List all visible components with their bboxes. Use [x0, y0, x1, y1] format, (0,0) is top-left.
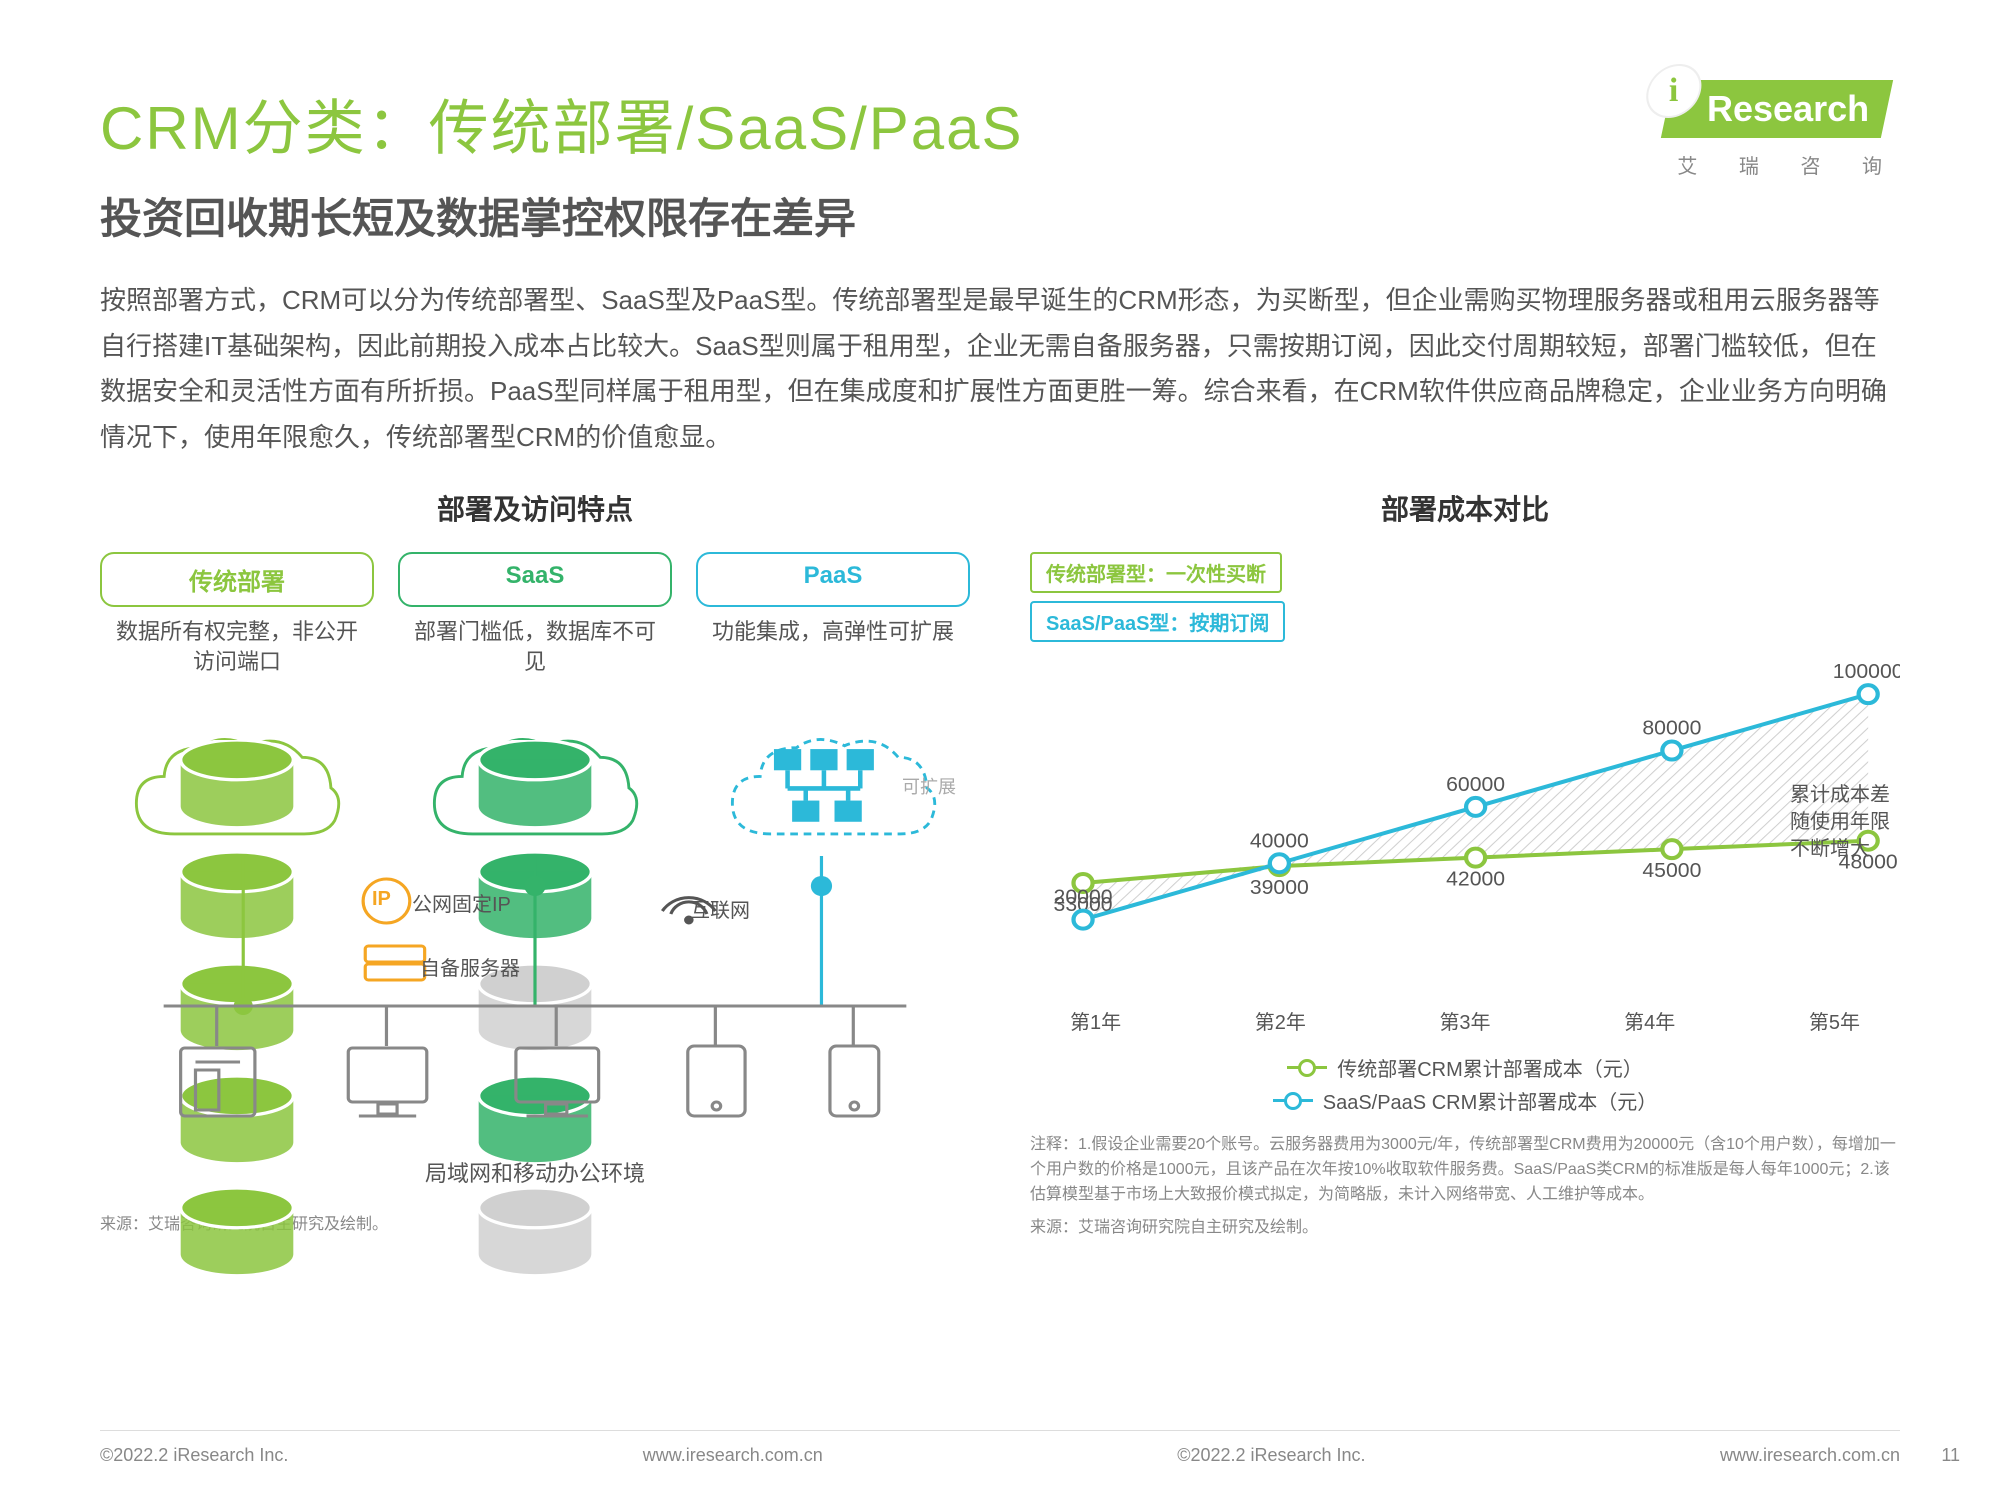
deployment-descs: 数据所有权完整，非公开访问端口部署门槛低，数据库不可见功能集成，高弹性可扩展: [100, 617, 970, 676]
deployment-desc: 数据所有权完整，非公开访问端口: [100, 617, 374, 676]
brand-name: Research: [1707, 88, 1869, 130]
cloud-item: 可扩展: [696, 686, 970, 856]
deployment-tab: PaaS: [696, 552, 970, 607]
page-subtitle: 投资回收期长短及数据掌控权限存在差异: [100, 185, 1900, 246]
cloud-item: [398, 686, 672, 856]
series-legend: 传统部署CRM累计部署成本（元） SaaS/PaaS CRM累计部署成本（元）: [1030, 1053, 1900, 1115]
ip-label: 公网固定IP: [412, 888, 511, 917]
deployment-desc: 功能集成，高弹性可扩展: [696, 617, 970, 676]
series-legend-row: 传统部署CRM累计部署成本（元）: [1030, 1053, 1900, 1082]
network-diagram: IP 公网固定IP 互联网 自备服务器: [100, 856, 970, 1148]
footer-url-2: www.iresearch.com.cn: [1720, 1445, 1900, 1466]
brand-sublabel: 艾 瑞 咨 询: [1667, 150, 1900, 179]
slide: Research 艾 瑞 咨 询 CRM分类：传统部署/SaaS/PaaS 投资…: [0, 0, 2000, 1500]
cost-chart: 3300039000420004500048000200004000060000…: [1030, 646, 1900, 1006]
chart-annotation: 累计成本差随使用年限不断增大: [1790, 782, 1890, 863]
footer-copyright-2: ©2022.2 iResearch Inc.: [1177, 1445, 1365, 1466]
x-tick: 第5年: [1809, 1006, 1860, 1035]
series-legend-row: SaaS/PaaS CRM累计部署成本（元）: [1030, 1086, 1900, 1115]
brand-logo: Research 艾 瑞 咨 询: [1667, 80, 1900, 179]
server-label: 自备服务器: [420, 952, 520, 981]
x-axis-labels: 第1年 第2年 第3年 第4年 第5年: [1030, 1006, 1900, 1035]
cloud-row: 可扩展: [100, 686, 970, 856]
cloud-item: [100, 686, 374, 856]
legend-box: 传统部署型：一次性买断: [1030, 552, 1282, 593]
deployment-tabs: 传统部署 SaaS PaaS: [100, 552, 970, 607]
brand-i-icon: [1644, 66, 1705, 116]
x-tick: 第2年: [1255, 1006, 1306, 1035]
ip-badge: IP: [372, 888, 391, 911]
page-title: CRM分类：传统部署/SaaS/PaaS: [100, 80, 1900, 167]
svg-text:40000: 40000: [1250, 830, 1309, 852]
left-section-title: 部署及访问特点: [100, 488, 970, 528]
wifi-label: 互联网: [690, 894, 750, 923]
legend-box: SaaS/PaaS型：按期订阅: [1030, 601, 1285, 642]
chart-footnote: 注释：1.假设企业需要20个账号。云服务器费用为3000元/年，传统部署型CRM…: [1030, 1133, 1900, 1207]
extensible-label: 可扩展: [902, 773, 956, 799]
right-source: 来源：艾瑞咨询研究院自主研究及绘制。: [1030, 1213, 1900, 1237]
svg-text:60000: 60000: [1446, 773, 1505, 795]
left-column: 部署及访问特点 传统部署 SaaS PaaS 数据所有权完整，非公开访问端口部署门槛…: [100, 488, 970, 1237]
right-section-title: 部署成本对比: [1030, 488, 1900, 528]
footer-url-1: www.iresearch.com.cn: [643, 1445, 823, 1466]
x-tick: 第4年: [1624, 1006, 1675, 1035]
body-paragraph: 按照部署方式，CRM可以分为传统部署型、SaaS型及PaaS型。传统部署型是最早…: [100, 278, 1900, 460]
svg-text:39000: 39000: [1250, 877, 1309, 899]
deployment-tab: 传统部署: [100, 552, 374, 607]
x-tick: 第3年: [1439, 1006, 1490, 1035]
page-footer: ©2022.2 iResearch Inc. www.iresearch.com…: [100, 1430, 1900, 1466]
footer-copyright-1: ©2022.2 iResearch Inc.: [100, 1445, 288, 1466]
svg-text:100000: 100000: [1833, 661, 1900, 683]
deployment-desc: 部署门槛低，数据库不可见: [398, 617, 672, 676]
svg-text:42000: 42000: [1446, 868, 1505, 890]
page-number: 11: [1941, 1445, 1960, 1466]
svg-text:45000: 45000: [1642, 860, 1701, 882]
svg-text:80000: 80000: [1642, 717, 1701, 739]
x-tick: 第1年: [1070, 1006, 1121, 1035]
deployment-tab: SaaS: [398, 552, 672, 607]
svg-text:20000: 20000: [1054, 886, 1113, 908]
right-column: 部署成本对比 传统部署型：一次性买断SaaS/PaaS型：按期订阅 330003…: [1030, 488, 1900, 1237]
chart-legend-boxes: 传统部署型：一次性买断 SaaS/PaaS型：按期订阅: [1030, 552, 1900, 642]
